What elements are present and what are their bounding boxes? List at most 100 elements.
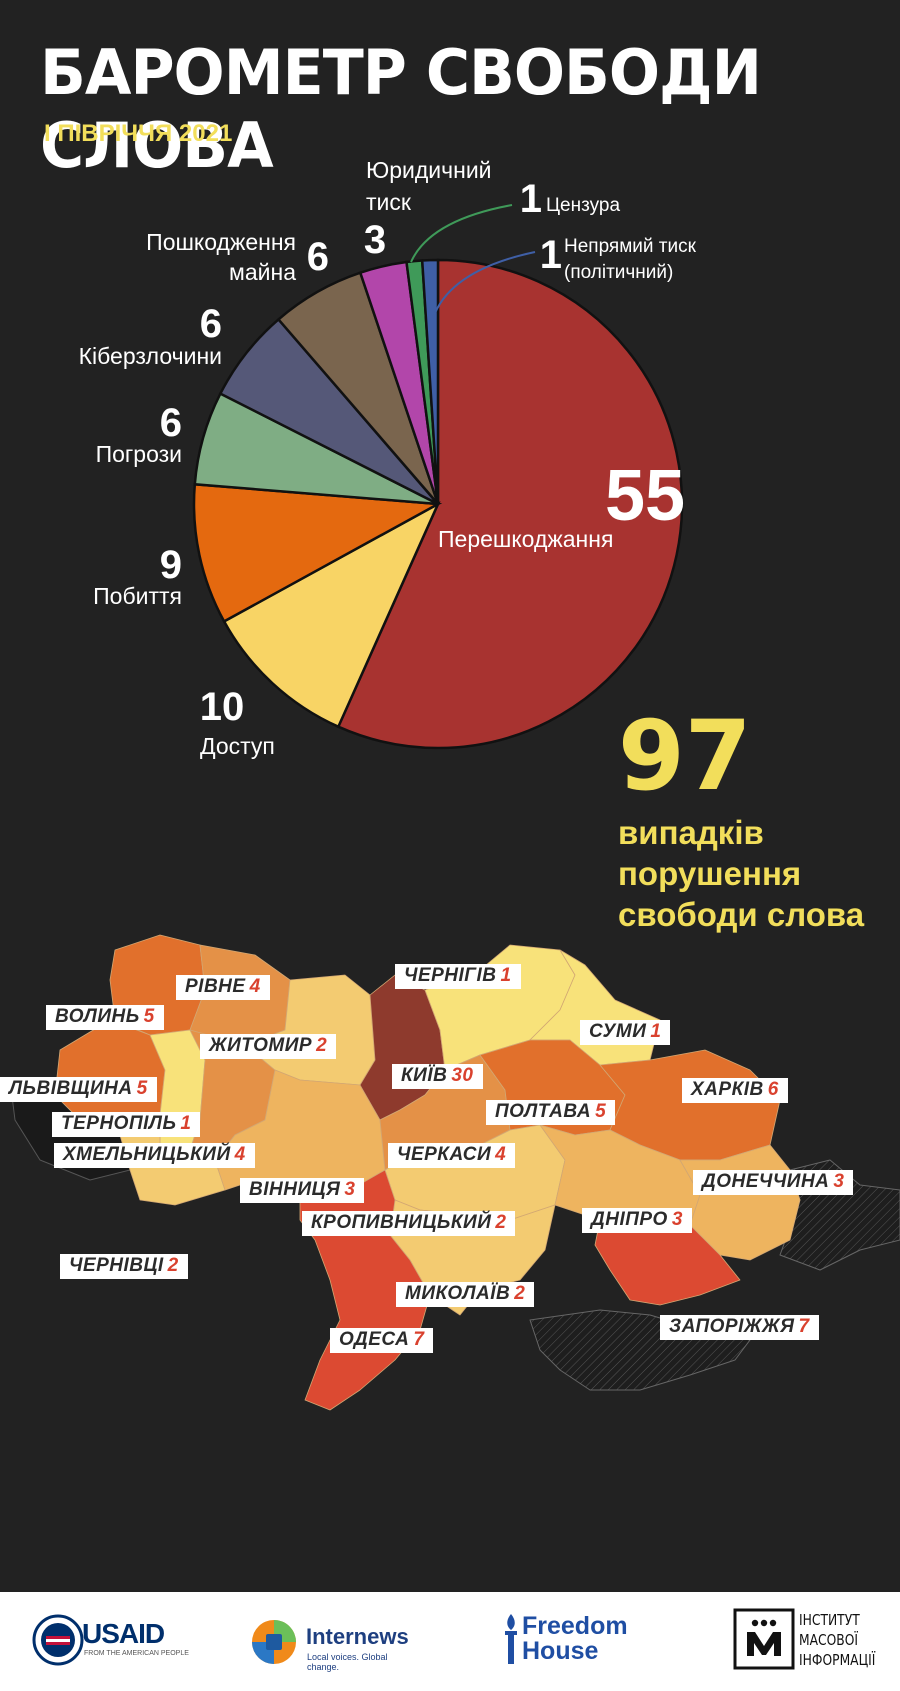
region-name-9: ХАРКІВ bbox=[691, 1079, 764, 1100]
region-label-11: ЧЕРКАСИ 4 bbox=[388, 1143, 516, 1168]
region-label-14: КРОПИВНИЦЬКИЙ 2 bbox=[302, 1211, 516, 1236]
usaid-tagline: FROM THE AMERICAN PEOPLE bbox=[84, 1650, 189, 1657]
pie-value-8: 1 bbox=[540, 233, 562, 277]
page-title: БАРОМЕТР СВОБОДИ СЛОВА bbox=[40, 36, 762, 182]
region-name-5: ЛЬВІВЩИНА bbox=[9, 1078, 133, 1099]
region-value-19: 7 bbox=[413, 1329, 425, 1350]
region-name-6: КИЇВ bbox=[401, 1065, 448, 1086]
pie-value-6: 3 bbox=[364, 218, 386, 262]
region-value-14: 2 bbox=[495, 1212, 507, 1233]
region-name-13: ДОНЕЧЧИНА bbox=[702, 1171, 830, 1192]
pie-label-0: Перешкоджання bbox=[438, 526, 613, 552]
pie-leader-line-8 bbox=[432, 251, 536, 319]
region-value-5: 5 bbox=[136, 1078, 148, 1099]
region-value-15: 3 bbox=[671, 1209, 683, 1230]
imi-m-icon bbox=[733, 1608, 795, 1670]
region-name-11: ЧЕРКАСИ bbox=[397, 1144, 492, 1165]
pie-value-3: 6 bbox=[160, 401, 182, 445]
region-label-16: ЧЕРНІВЦІ 2 bbox=[60, 1254, 188, 1279]
region-value-16: 2 bbox=[167, 1255, 179, 1276]
region-name-0: ВОЛИНЬ bbox=[55, 1006, 140, 1027]
region-value-7: 1 bbox=[180, 1113, 192, 1134]
pie-label-5: Пошкодження майна bbox=[146, 229, 296, 285]
footer: USAID FROM THE AMERICAN PEOPLE Internews… bbox=[0, 1592, 900, 1691]
total-count: 97 bbox=[618, 700, 752, 812]
freedomhouse-logo: Freedom House bbox=[500, 1608, 640, 1672]
imi-line2: МАСОВОЇ bbox=[799, 1631, 859, 1649]
pie-slice-2 bbox=[192, 482, 443, 624]
region-name-12: ВІННИЦЯ bbox=[249, 1179, 341, 1200]
region-value-18: 7 bbox=[798, 1316, 810, 1337]
region-label-0: ВОЛИНЬ 5 bbox=[46, 1005, 164, 1030]
region-name-7: ТЕРНОПІЛЬ bbox=[61, 1113, 177, 1134]
pie-slice-8 bbox=[420, 258, 440, 505]
pie-label-1: Доступ bbox=[200, 733, 275, 759]
pie-leader-line-7 bbox=[410, 204, 513, 263]
ukraine-map bbox=[9, 934, 900, 1411]
internews-globe-icon bbox=[252, 1620, 296, 1664]
total-block: 97 випадків порушення свободи слова bbox=[618, 708, 864, 935]
pie-label-4: Кіберзлочини bbox=[79, 343, 222, 369]
region-name-14: КРОПИВНИЦЬКИЙ bbox=[311, 1212, 492, 1233]
internews-name: Internews bbox=[306, 1624, 409, 1649]
region-name-17: МИКОЛАЇВ bbox=[405, 1283, 511, 1304]
region-label-15: ДНІПРО 3 bbox=[582, 1208, 692, 1233]
region-label-5: ЛЬВІВЩИНА 5 bbox=[0, 1077, 157, 1102]
pie-value-2: 9 bbox=[160, 543, 182, 587]
region-label-13: ДОНЕЧЧИНА 3 bbox=[693, 1170, 854, 1195]
region-label-1: РІВНЕ 4 bbox=[176, 975, 270, 1000]
region-value-1: 4 bbox=[249, 976, 261, 997]
imi-logo: ІНСТИТУТ МАСОВОЇ ІНФОРМАЦІЇ bbox=[733, 1608, 883, 1674]
freedomhouse-name-line2: House bbox=[522, 1637, 599, 1665]
region-value-9: 6 bbox=[767, 1079, 779, 1100]
internews-logo: Internews Local voices. Global change. bbox=[250, 1614, 420, 1672]
region-label-18: ЗАПОРІЖЖЯ 7 bbox=[660, 1315, 819, 1340]
region-name-18: ЗАПОРІЖЖЯ bbox=[669, 1316, 795, 1337]
region-label-19: ОДЕСА 7 bbox=[330, 1328, 434, 1353]
region-value-4: 1 bbox=[650, 1021, 662, 1042]
pie-label-2: Побиття bbox=[93, 583, 182, 609]
region-value-2: 2 bbox=[316, 1035, 328, 1056]
region-name-8: ПОЛТАВА bbox=[495, 1101, 592, 1122]
usaid-logo: USAID FROM THE AMERICAN PEOPLE bbox=[32, 1614, 192, 1670]
pie-chart: 55Перешкоджання10Доступ9Побиття6Погрози6… bbox=[79, 157, 697, 759]
region-label-7: ТЕРНОПІЛЬ 1 bbox=[52, 1112, 201, 1137]
region-name-2: ЖИТОМИР bbox=[209, 1035, 313, 1056]
usaid-name: USAID bbox=[82, 1618, 165, 1649]
region-value-8: 5 bbox=[595, 1101, 607, 1122]
region-value-0: 5 bbox=[143, 1006, 155, 1027]
region-name-10: ХМЕЛЬНИЦЬКИЙ bbox=[63, 1144, 231, 1165]
region-value-11: 4 bbox=[495, 1144, 507, 1165]
region-value-3: 1 bbox=[500, 965, 512, 986]
region-name-19: ОДЕСА bbox=[339, 1329, 410, 1350]
region-label-9: ХАРКІВ 6 bbox=[682, 1078, 788, 1103]
internews-tagline: Local voices. Global change. bbox=[307, 1652, 388, 1672]
usaid-seal-icon bbox=[32, 1614, 84, 1666]
region-value-6: 30 bbox=[451, 1065, 474, 1086]
region-name-3: ЧЕРНІГІВ bbox=[404, 965, 497, 986]
region-name-4: СУМИ bbox=[589, 1021, 647, 1042]
region-label-8: ПОЛТАВА 5 bbox=[486, 1100, 616, 1125]
pie-slice-0 bbox=[336, 258, 684, 750]
imi-line1: ІНСТИТУТ bbox=[799, 1611, 860, 1629]
pie-value-7: 1 bbox=[520, 177, 542, 221]
freedomhouse-name-line1: Freedom bbox=[522, 1612, 628, 1640]
pie-value-1: 10 bbox=[200, 685, 245, 729]
pie-value-0: 55 bbox=[605, 456, 685, 536]
region-label-2: ЖИТОМИР 2 bbox=[200, 1034, 337, 1059]
region-label-4: СУМИ 1 bbox=[580, 1020, 671, 1045]
region-label-6: КИЇВ 30 bbox=[392, 1064, 483, 1089]
imi-line3: ІНФОРМАЦІЇ bbox=[799, 1651, 876, 1669]
region-value-12: 3 bbox=[344, 1179, 356, 1200]
torch-icon bbox=[505, 1614, 517, 1664]
pie-slice-1 bbox=[222, 501, 441, 729]
pie-label-3: Погрози bbox=[96, 441, 182, 467]
region-name-16: ЧЕРНІВЦІ bbox=[69, 1255, 164, 1276]
page-subtitle: I ПІВРІЧЧЯ 2021 bbox=[44, 120, 233, 147]
region-name-15: ДНІПРО bbox=[591, 1209, 668, 1230]
region-label-12: ВІННИЦЯ 3 bbox=[240, 1178, 365, 1203]
region-label-10: ХМЕЛЬНИЦЬКИЙ 4 bbox=[54, 1143, 255, 1168]
pie-label-7: Цензура bbox=[546, 195, 620, 216]
pie-value-4: 6 bbox=[200, 302, 222, 346]
pie-value-5: 6 bbox=[307, 235, 329, 279]
